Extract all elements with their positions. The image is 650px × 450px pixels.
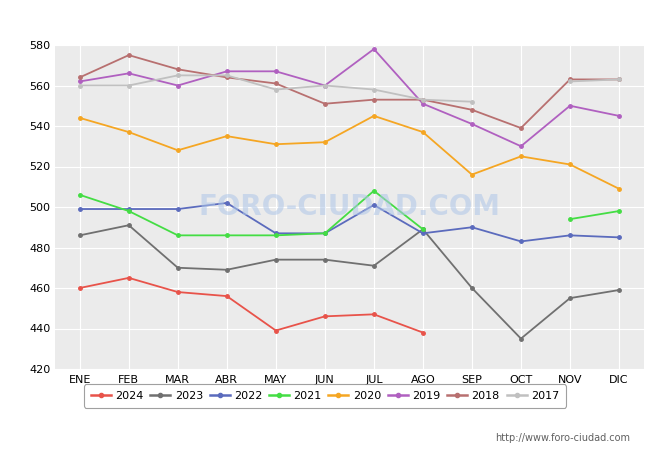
2018 [321, 101, 329, 107]
2021 [174, 233, 182, 238]
2018 [468, 107, 476, 112]
2023 [174, 265, 182, 270]
2022 [419, 231, 427, 236]
2021 [125, 208, 133, 214]
Line: 2021: 2021 [78, 189, 424, 237]
2020 [76, 115, 84, 121]
2023 [321, 257, 329, 262]
2022 [174, 207, 182, 212]
2023 [566, 295, 574, 301]
2021 [223, 233, 231, 238]
2020 [468, 172, 476, 177]
Line: 2017: 2017 [78, 74, 474, 104]
Line: 2019: 2019 [78, 47, 621, 148]
Text: Afiliados en Fiñana a 31/8/2024: Afiliados en Fiñana a 31/8/2024 [194, 11, 456, 29]
2017 [174, 72, 182, 78]
2017 [370, 87, 378, 92]
2023 [223, 267, 231, 273]
2024 [419, 330, 427, 335]
2019 [566, 103, 574, 108]
Line: 2024: 2024 [78, 276, 424, 334]
Text: FORO-CIUDAD.COM: FORO-CIUDAD.COM [198, 193, 500, 221]
2019 [517, 144, 525, 149]
2021 [321, 231, 329, 236]
2022 [272, 231, 280, 236]
2022 [76, 207, 84, 212]
2017 [223, 72, 231, 78]
2018 [615, 76, 623, 82]
2019 [419, 101, 427, 107]
2020 [419, 130, 427, 135]
2022 [615, 235, 623, 240]
2020 [272, 142, 280, 147]
2020 [566, 162, 574, 167]
2023 [517, 336, 525, 341]
2020 [517, 154, 525, 159]
2017 [419, 97, 427, 102]
2023 [615, 288, 623, 293]
2022 [517, 239, 525, 244]
2024 [272, 328, 280, 333]
2024 [76, 285, 84, 291]
2022 [321, 231, 329, 236]
2023 [272, 257, 280, 262]
Line: 2023: 2023 [78, 224, 621, 340]
2017 [272, 87, 280, 92]
2021 [76, 192, 84, 198]
Legend: 2024, 2023, 2022, 2021, 2020, 2019, 2018, 2017: 2024, 2023, 2022, 2021, 2020, 2019, 2018… [84, 384, 566, 408]
2024 [370, 312, 378, 317]
2018 [370, 97, 378, 102]
2018 [125, 53, 133, 58]
2019 [370, 46, 378, 52]
2019 [272, 69, 280, 74]
2018 [566, 76, 574, 82]
2024 [174, 289, 182, 295]
2019 [223, 69, 231, 74]
2022 [125, 207, 133, 212]
2019 [125, 71, 133, 76]
2020 [615, 186, 623, 192]
2024 [223, 293, 231, 299]
2017 [321, 83, 329, 88]
2022 [370, 202, 378, 208]
2019 [76, 79, 84, 84]
Line: 2022: 2022 [78, 201, 621, 243]
2019 [615, 113, 623, 118]
2020 [174, 148, 182, 153]
2020 [321, 140, 329, 145]
2021 [370, 188, 378, 194]
2018 [272, 81, 280, 86]
2020 [370, 113, 378, 118]
2021 [272, 233, 280, 238]
2018 [419, 97, 427, 102]
2020 [125, 130, 133, 135]
2023 [419, 227, 427, 232]
2017 [76, 83, 84, 88]
2019 [174, 83, 182, 88]
2021 [419, 227, 427, 232]
2023 [468, 285, 476, 291]
2018 [76, 75, 84, 80]
2023 [125, 223, 133, 228]
Line: 2020: 2020 [78, 114, 621, 190]
2018 [223, 75, 231, 80]
2018 [174, 67, 182, 72]
2020 [223, 133, 231, 139]
2024 [321, 314, 329, 319]
2022 [566, 233, 574, 238]
2022 [223, 200, 231, 206]
2022 [468, 225, 476, 230]
Line: 2018: 2018 [78, 54, 621, 130]
Text: http://www.foro-ciudad.com: http://www.foro-ciudad.com [495, 433, 630, 443]
2017 [125, 83, 133, 88]
2018 [517, 126, 525, 131]
2023 [370, 263, 378, 268]
2017 [468, 99, 476, 104]
2019 [468, 122, 476, 127]
2023 [76, 233, 84, 238]
2019 [321, 83, 329, 88]
2024 [125, 275, 133, 281]
